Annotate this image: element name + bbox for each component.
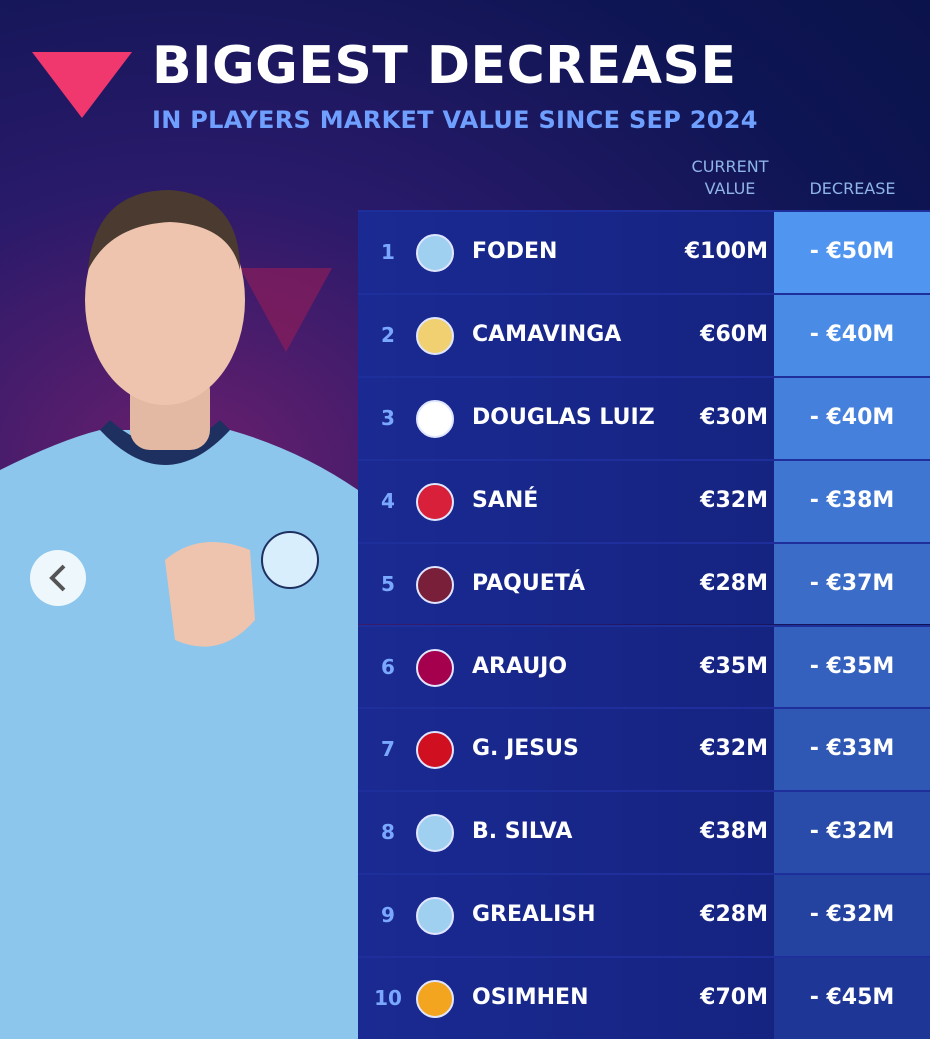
current-value: €32M — [700, 736, 768, 762]
table-row: 10 OSIMHEN €70M - €45M — [358, 956, 930, 1039]
rank: 9 — [381, 903, 395, 928]
player-name: GREALISH — [472, 902, 596, 928]
club-logo — [416, 814, 454, 853]
title: BIGGEST DECREASE — [152, 36, 737, 96]
player-name: CAMAVINGA — [472, 321, 622, 347]
decrease: - €37M — [774, 543, 930, 625]
club-logo — [416, 980, 454, 1019]
rank: 5 — [381, 571, 395, 596]
rank: 10 — [374, 986, 402, 1011]
table-row: 3 DOUGLAS LUIZ €30M - €40M — [358, 375, 930, 459]
club-logo — [416, 316, 454, 355]
rank: 8 — [381, 820, 395, 845]
current-value: €28M — [700, 570, 768, 596]
rank: 3 — [381, 405, 395, 430]
table-row: 7 G. JESUS €32M - €33M — [358, 707, 930, 791]
club-logo — [416, 482, 454, 521]
table-row: 4 SANÉ €32M - €38M — [358, 458, 930, 542]
current-value: €60M — [700, 321, 768, 347]
player-name: B. SILVA — [472, 819, 573, 845]
table-row: 9 GREALISH €28M - €32M — [358, 873, 930, 957]
table-row: 6 ARAUJO €35M - €35M — [358, 624, 930, 708]
player-name: ARAUJO — [472, 653, 568, 679]
current-value: €28M — [700, 902, 768, 928]
club-logo — [416, 731, 454, 770]
player-name: SANÉ — [472, 487, 539, 513]
decrease: - €50M — [774, 212, 930, 293]
club-logo — [416, 897, 454, 936]
current-value: €38M — [700, 819, 768, 845]
decrease: - €32M — [774, 792, 930, 874]
current-value: €30M — [700, 404, 768, 430]
player-photo — [0, 190, 358, 1039]
rank: 7 — [381, 737, 395, 762]
triangle-bg — [240, 268, 332, 352]
decrease: - €33M — [774, 709, 930, 791]
club-logo — [416, 565, 454, 604]
column-header: DECREASE — [809, 179, 896, 198]
player-name: G. JESUS — [472, 736, 579, 762]
decrease: - €35M — [774, 626, 930, 708]
decrease: - €32M — [774, 875, 930, 957]
current-value: €35M — [700, 653, 768, 679]
table-row: 8 B. SILVA €38M - €32M — [358, 790, 930, 874]
decrease: - €40M — [774, 377, 930, 459]
rank: 1 — [381, 240, 395, 264]
ranking-table: 1 FODEN €100M - €50M 2 CAMAVINGA €60M - €40M 3 DO… — [358, 210, 930, 1039]
column-header: CURRENT VALUE — [691, 157, 769, 198]
rank: 4 — [381, 488, 395, 513]
table-row: 1 FODEN €100M - €50M — [358, 210, 930, 293]
table-row: 5 PAQUETÁ €28M - €37M — [358, 541, 930, 625]
table-row: 2 CAMAVINGA €60M - €40M — [358, 292, 930, 376]
club-logo — [416, 648, 454, 687]
player-name: OSIMHEN — [472, 985, 589, 1011]
triangle-icon — [32, 52, 132, 118]
decrease: - €45M — [774, 958, 930, 1039]
rank: 2 — [381, 322, 395, 347]
subtitle: IN PLAYERS MARKET VALUE SINCE SEP 2024 — [152, 106, 758, 134]
decrease: - €40M — [774, 294, 930, 376]
current-value: €70M — [700, 985, 768, 1011]
club-logo — [416, 399, 454, 438]
current-value: €32M — [700, 487, 768, 513]
decrease: - €38M — [774, 460, 930, 542]
current-value: €100M — [684, 239, 768, 264]
player-name: DOUGLAS LUIZ — [472, 404, 655, 430]
rank: 6 — [381, 654, 395, 679]
club-logo — [416, 234, 454, 272]
player-name: PAQUETÁ — [472, 570, 586, 596]
player-name: FODEN — [472, 239, 558, 264]
